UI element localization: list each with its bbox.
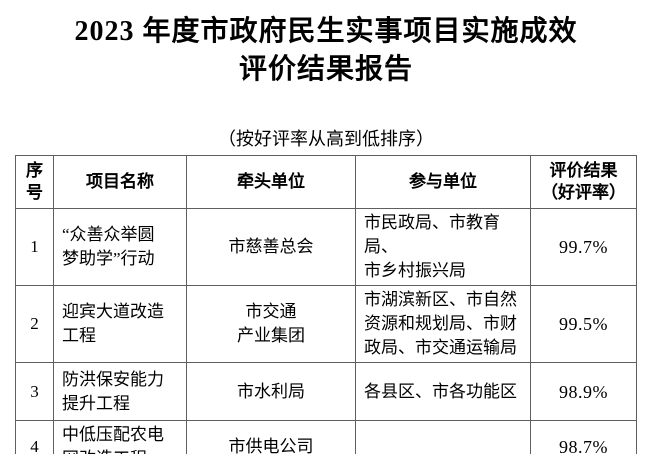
evaluation-results-table: 序 号 项目名称 牵头单位 参与单位 评价结果 （好评率） 1 “众善众举圆 梦… xyxy=(15,155,637,454)
cell-lead-unit: 市水利局 xyxy=(186,362,356,421)
table-row: 2 迎宾大道改造 工程 市交通 产业集团 市湖滨新区、市自然 资源和规划局、市财… xyxy=(15,285,637,363)
cell-seq-number: 1 xyxy=(15,208,54,286)
header-seq-number: 序 号 xyxy=(15,155,54,209)
page-title-line-2: 评价结果报告 xyxy=(238,54,413,85)
cell-participating-units: 各县区、市各功能区 xyxy=(355,362,531,421)
cell-project-name: 防洪保安能力 提升工程 xyxy=(53,362,187,421)
cell-lead-unit: 市慈善总会 xyxy=(186,208,356,286)
cell-project-name: 迎宾大道改造 工程 xyxy=(53,285,187,363)
cell-project-name: 中低压配农电 网改造工程 xyxy=(53,420,187,454)
table-header-row: 序 号 项目名称 牵头单位 参与单位 评价结果 （好评率） xyxy=(15,155,637,209)
cell-lead-unit: 市交通 产业集团 xyxy=(186,285,356,363)
cell-project-name: “众善众举圆 梦助学”行动 xyxy=(53,208,187,286)
cell-evaluation-result: 99.5% xyxy=(530,285,637,363)
page-title: 2023 年度市政府民生实事项目实施成效 评价结果报告 xyxy=(0,13,652,89)
table-row: 1 “众善众举圆 梦助学”行动 市慈善总会 市民政局、市教育局、 市乡村振兴局 … xyxy=(15,208,637,286)
header-lead-unit: 牵头单位 xyxy=(186,155,356,209)
header-participating-units: 参与单位 xyxy=(355,155,531,209)
cell-seq-number: 2 xyxy=(15,285,54,363)
cell-seq-number: 3 xyxy=(15,362,54,421)
header-project-name: 项目名称 xyxy=(53,155,187,209)
cell-evaluation-result: 98.7% xyxy=(530,420,637,454)
page-title-line-1: 2023 年度市政府民生实事项目实施成效 xyxy=(74,16,578,47)
cell-evaluation-result: 98.9% xyxy=(530,362,637,421)
cell-participating-units: 市民政局、市教育局、 市乡村振兴局 xyxy=(355,208,531,286)
cell-seq-number: 4 xyxy=(15,420,54,454)
cell-participating-units: 市湖滨新区、市自然 资源和规划局、市财 政局、市交通运输局 xyxy=(355,285,531,363)
cell-lead-unit: 市供电公司 xyxy=(186,420,356,454)
cell-participating-units xyxy=(355,420,531,454)
table-row: 3 防洪保安能力 提升工程 市水利局 各县区、市各功能区 98.9% xyxy=(15,362,637,421)
header-evaluation-result: 评价结果 （好评率） xyxy=(530,155,637,209)
cell-evaluation-result: 99.7% xyxy=(530,208,637,286)
table-row: 4 中低压配农电 网改造工程 市供电公司 98.7% xyxy=(15,420,637,454)
sort-order-note: （按好评率从高到低排序） xyxy=(218,129,434,149)
